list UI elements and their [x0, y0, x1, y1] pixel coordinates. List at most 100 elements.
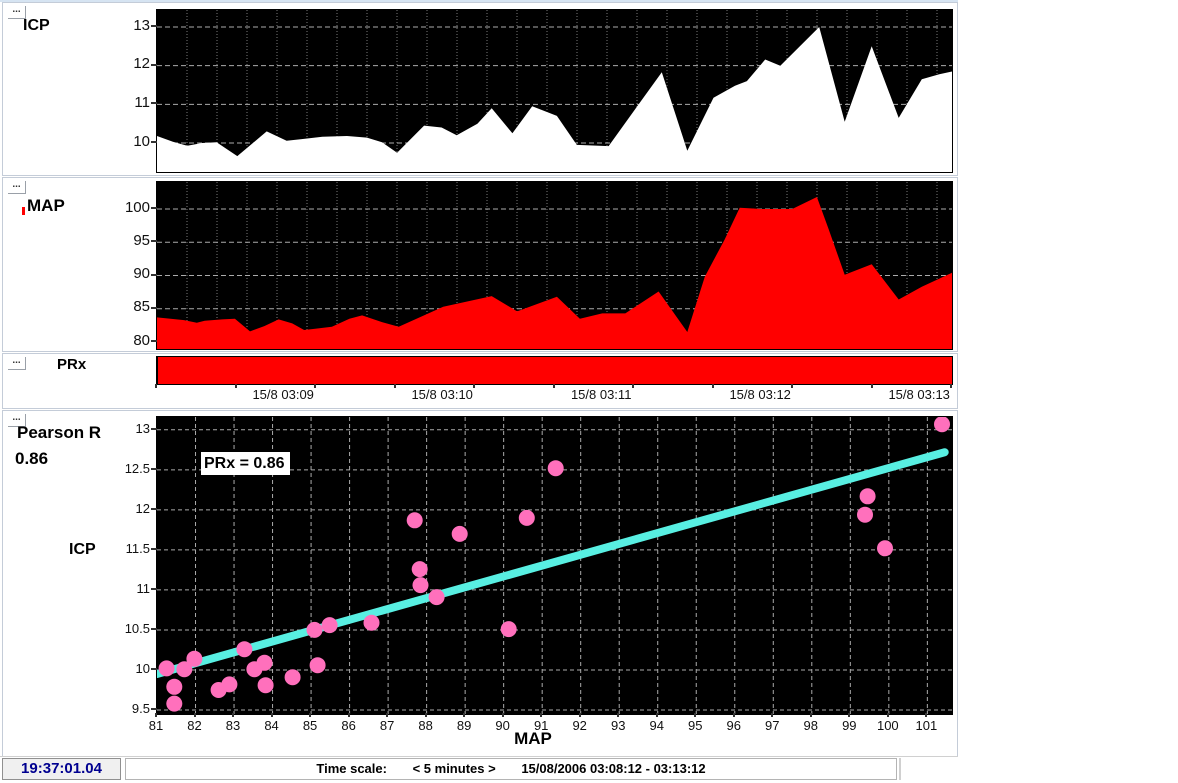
x-axis-tick-mark: [694, 713, 697, 717]
time-axis-tick-mark: [711, 384, 714, 388]
y-axis-tick-mark: [151, 627, 157, 630]
panel-icp-trend: ... ICP 13 12 11 10: [2, 2, 958, 176]
x-axis-tick-label: 84: [264, 718, 279, 733]
map-panel-title: MAP: [27, 196, 65, 215]
scatter-y-axis-title: ICP: [69, 541, 96, 558]
prx-area-chart[interactable]: [156, 356, 953, 385]
x-axis-tick-mark: [347, 713, 350, 717]
x-axis-tick-label: 81: [148, 718, 164, 733]
x-axis-tick-mark: [270, 713, 273, 717]
pearson-r-label: Pearson R: [17, 423, 102, 442]
time-scale-selector[interactable]: < 5 minutes >: [412, 761, 496, 776]
x-axis-tick-label: 89: [456, 718, 472, 733]
x-axis-tick-label: 88: [418, 718, 433, 733]
time-axis-label: 15/8 03:13: [888, 387, 950, 402]
prx-annotation-box: PRx = 0.86: [201, 452, 290, 475]
x-axis-tick-mark: [424, 713, 427, 717]
x-axis-tick-label: 82: [187, 718, 202, 733]
y-axis-tick-label: 10: [135, 660, 150, 676]
y-axis-tick-label: 10.5: [124, 620, 150, 636]
y-axis-tick-mark: [151, 141, 157, 143]
x-axis-tick-mark: [732, 713, 735, 717]
icp-vs-map-scatter-chart[interactable]: [156, 416, 953, 715]
x-axis-tick-label: 99: [842, 718, 857, 733]
statusbar-separator: [0, 756, 958, 757]
clock-time: 19:37:01.04: [21, 760, 102, 777]
y-axis-tick-mark: [151, 240, 157, 243]
y-axis-tick-mark: [151, 102, 157, 105]
panel-menu-icon[interactable]: ...: [8, 180, 26, 194]
statusbar-divider: [899, 758, 901, 780]
x-axis-tick-mark: [578, 713, 581, 717]
x-axis-tick-label: 85: [302, 718, 318, 733]
y-axis-tick-label: 9.5: [131, 700, 150, 716]
x-axis-tick-label: 86: [341, 718, 356, 733]
x-axis-tick-label: 91: [533, 718, 549, 733]
panel-menu-icon[interactable]: ...: [8, 356, 26, 370]
x-axis-tick-label: 94: [649, 718, 664, 733]
time-axis-tick-mark: [950, 384, 952, 388]
y-axis-tick-label: 12: [135, 500, 150, 516]
y-axis-tick-mark: [151, 507, 157, 510]
time-axis-tick-mark: [552, 384, 555, 388]
x-axis-tick-mark: [463, 713, 466, 717]
y-axis-tick-label: 13: [133, 16, 150, 34]
panel-icp-map-correlation: ... Pearson R 0.86 ICP PRx = 0.86 MAP 81…: [2, 410, 958, 757]
time-axis-tick-mark: [155, 384, 157, 388]
pearson-r-value: 0.86: [15, 449, 49, 468]
x-axis-tick-mark: [848, 713, 851, 717]
y-axis-tick-mark: [151, 547, 157, 550]
x-axis-tick-label: 101: [915, 718, 938, 733]
x-axis-tick-label: 92: [572, 718, 587, 733]
scatter-x-axis-title: MAP: [514, 729, 552, 748]
x-axis-tick-mark: [886, 713, 889, 717]
y-axis-tick-label: 11.5: [125, 540, 150, 556]
y-axis-tick-label: 10: [133, 132, 150, 150]
icp-area-chart[interactable]: [156, 9, 953, 173]
y-axis-tick-mark: [151, 587, 157, 590]
panel-menu-icon[interactable]: ...: [8, 5, 26, 19]
y-axis-tick-label: 95: [133, 231, 150, 249]
map-area-chart[interactable]: [156, 181, 953, 350]
y-axis-tick-label: 90: [133, 265, 150, 283]
time-axis-tick-mark: [473, 384, 475, 388]
y-axis-tick-label: 100: [124, 198, 150, 216]
prx-panel-title: PRx: [57, 356, 87, 373]
time-axis-tick-mark: [632, 384, 634, 388]
x-axis-tick-mark: [925, 713, 928, 717]
y-axis-tick-mark: [151, 207, 157, 209]
x-axis-tick-mark: [309, 713, 312, 717]
y-axis-tick-label: 12.5: [124, 460, 150, 476]
y-axis-tick-mark: [151, 427, 157, 430]
y-axis-tick-label: 13: [135, 420, 150, 436]
x-axis-tick-label: 97: [765, 718, 780, 733]
time-axis-tick-mark: [791, 384, 793, 388]
x-axis-tick-mark: [501, 713, 504, 717]
time-axis-label: 15/8 03:12: [729, 387, 791, 402]
x-axis-tick-label: 83: [225, 718, 241, 733]
panel-prx-trend: ... PRx 15/8 03:09 15/8 03:10 15/8 03:11 15…: [2, 353, 958, 409]
y-axis-tick-mark: [151, 467, 157, 470]
icp-panel-title: ICP: [23, 17, 50, 34]
time-axis-label: 15/8 03:10: [411, 387, 473, 402]
time-axis-label: 15/8 03:11: [570, 387, 632, 402]
time-axis-tick-mark: [314, 384, 316, 388]
y-axis-tick-label: 80: [133, 331, 150, 349]
panel-menu-icon[interactable]: ...: [8, 413, 26, 427]
time-axis-tick-mark: [870, 384, 873, 388]
x-axis-tick-mark: [655, 713, 658, 717]
y-axis-tick-label: 11: [134, 94, 150, 112]
x-axis-tick-mark: [771, 713, 774, 717]
y-axis-tick-mark: [151, 306, 157, 309]
y-axis-tick-mark: [151, 340, 157, 343]
x-axis-tick-mark: [232, 713, 235, 717]
clock-display: 19:37:01.04: [2, 758, 121, 780]
time-scale-label: Time scale:: [316, 761, 387, 776]
window-top-edge: [0, 0, 958, 2]
y-axis-tick-label: 11: [136, 580, 151, 596]
time-axis-label: 15/8 03:09: [252, 387, 314, 402]
x-axis-tick-label: 96: [726, 718, 741, 733]
x-axis-tick-mark: [809, 713, 812, 717]
x-axis-tick-label: 100: [876, 718, 899, 733]
